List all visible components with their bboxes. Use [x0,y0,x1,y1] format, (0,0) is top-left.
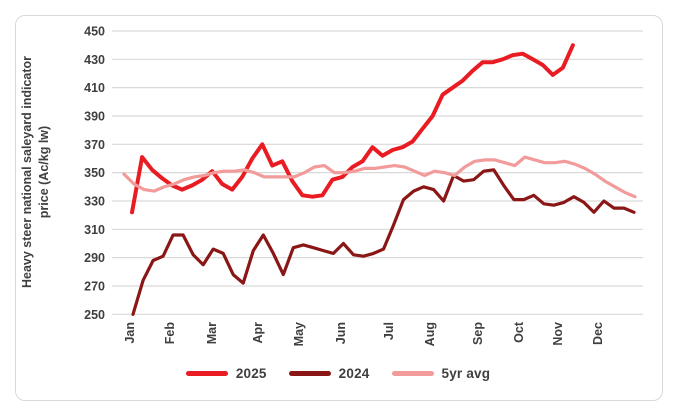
legend-swatch-2024 [288,371,331,376]
x-tick-label: Aug [423,322,437,346]
x-tick-label: Feb [163,322,177,345]
x-tick-label: Apr [251,322,265,344]
y-tick-label: 310 [84,223,105,237]
y-tick-label: 330 [84,194,105,208]
y-tick-label: 450 [84,25,105,39]
series-line-2025 [130,43,575,215]
x-tick-label: Jul [382,322,396,340]
y-tick-label: 390 [84,109,105,123]
y-axis-title-line1: Heavy steer national saleyard indicator [20,56,34,288]
legend-swatch-2025 [185,370,228,377]
x-tick-label: May [292,322,306,346]
y-tick-label: 270 [84,279,105,293]
legend-item-2025: 2025 [185,366,267,381]
x-tick-label: Jan [123,322,137,344]
legend-label-2025: 2025 [235,366,267,381]
x-axis-month-labels: Jan Feb Mar Apr May Jun Jul Aug Sep Oct Nov Dec [123,321,605,346]
y-axis-title-line2: price (Ac/kg lw) [37,126,51,218]
y-tick-label: 350 [84,166,105,180]
x-tick-label: Nov [551,322,565,346]
y-tick-label: 290 [84,251,105,265]
y-tick-label: 430 [84,53,105,67]
x-tick-label: Dec [591,322,605,345]
y-tick-label: 410 [84,81,105,95]
legend: 2025 2024 5yr avg [0,366,676,381]
y-tick-label: 370 [84,138,105,152]
legend-swatch-5yr-avg [391,371,434,376]
legend-label-5yr-avg: 5yr avg [441,366,491,381]
chart-frame [15,15,663,401]
x-tick-label: Sep [471,322,485,345]
x-tick-label: Jun [334,322,348,344]
x-tick-label: Oct [512,321,526,343]
gridlines [112,30,643,315]
legend-item-5yr-avg: 5yr avg [391,366,491,381]
x-tick-label: Mar [205,322,219,344]
legend-label-2024: 2024 [338,366,370,381]
legend-item-2024: 2024 [288,366,370,381]
series-line-2024 [131,168,636,316]
y-axis-tick-labels: 450 430 410 390 370 350 330 310 290 270 250 [84,25,105,322]
series-line-5yr-avg [122,155,637,199]
series-lines [122,43,637,316]
y-tick-label: 250 [84,308,105,322]
